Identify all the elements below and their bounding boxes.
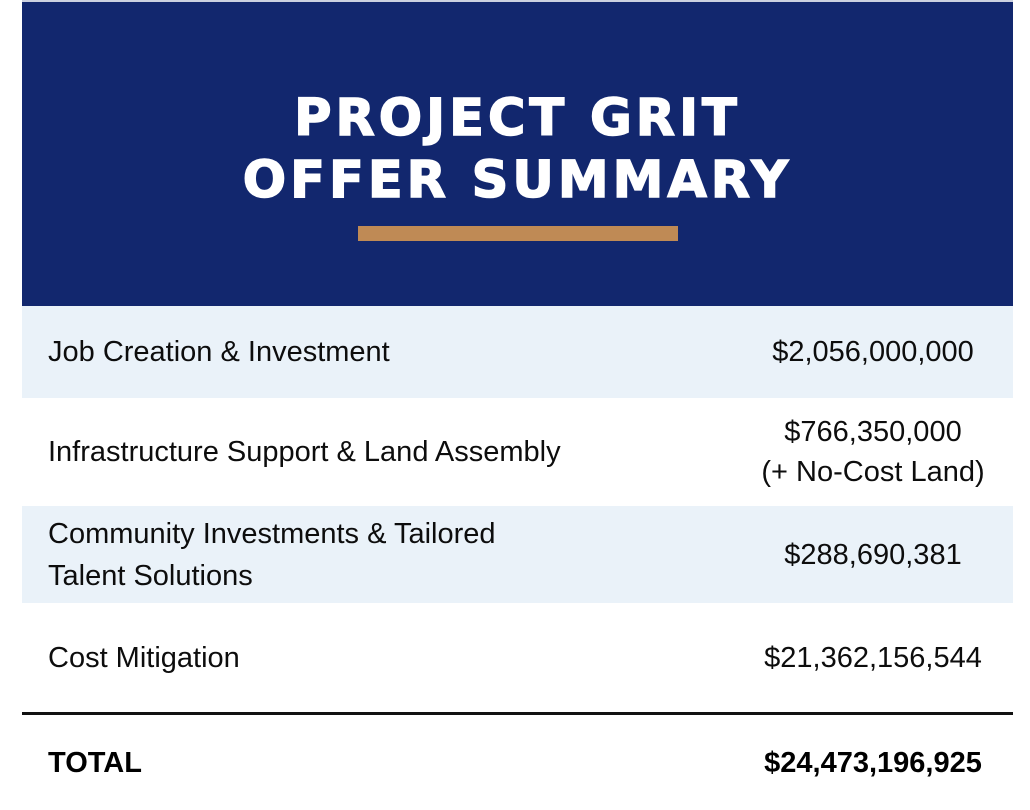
row-value: $288,690,381 xyxy=(784,538,962,571)
row-value: $766,350,000 (+ No-Cost Land) xyxy=(761,416,985,488)
table-row: Infrastructure Support & Land Assembly $… xyxy=(22,398,1013,506)
slide-header: PROJECT GRIT OFFER SUMMARY xyxy=(22,0,1013,306)
row-label: Community Investments & Tailored Talent … xyxy=(48,517,496,592)
slide-title: PROJECT GRIT OFFER SUMMARY xyxy=(242,88,793,212)
total-value: $24,473,196,925 xyxy=(764,746,982,779)
row-label: Infrastructure Support & Land Assembly xyxy=(48,436,561,468)
row-label: Cost Mitigation xyxy=(48,641,240,674)
table-row: Cost Mitigation $21,362,156,544 xyxy=(22,603,1013,712)
row-value: $21,362,156,544 xyxy=(764,641,982,674)
title-line-1: PROJECT GRIT xyxy=(293,88,741,149)
accent-bar xyxy=(357,226,678,241)
row-value: $2,056,000,000 xyxy=(772,336,974,368)
total-divider xyxy=(22,712,1013,715)
total-row: TOTAL $24,473,196,925 xyxy=(22,715,1013,810)
row-label: Job Creation & Investment xyxy=(48,336,390,368)
title-line-2: OFFER SUMMARY xyxy=(242,150,793,211)
summary-table: Job Creation & Investment $2,056,000,000… xyxy=(22,306,1013,712)
table-row: Community Investments & Tailored Talent … xyxy=(22,506,1013,603)
total-label: TOTAL xyxy=(48,746,142,779)
table-row: Job Creation & Investment $2,056,000,000 xyxy=(22,306,1013,398)
